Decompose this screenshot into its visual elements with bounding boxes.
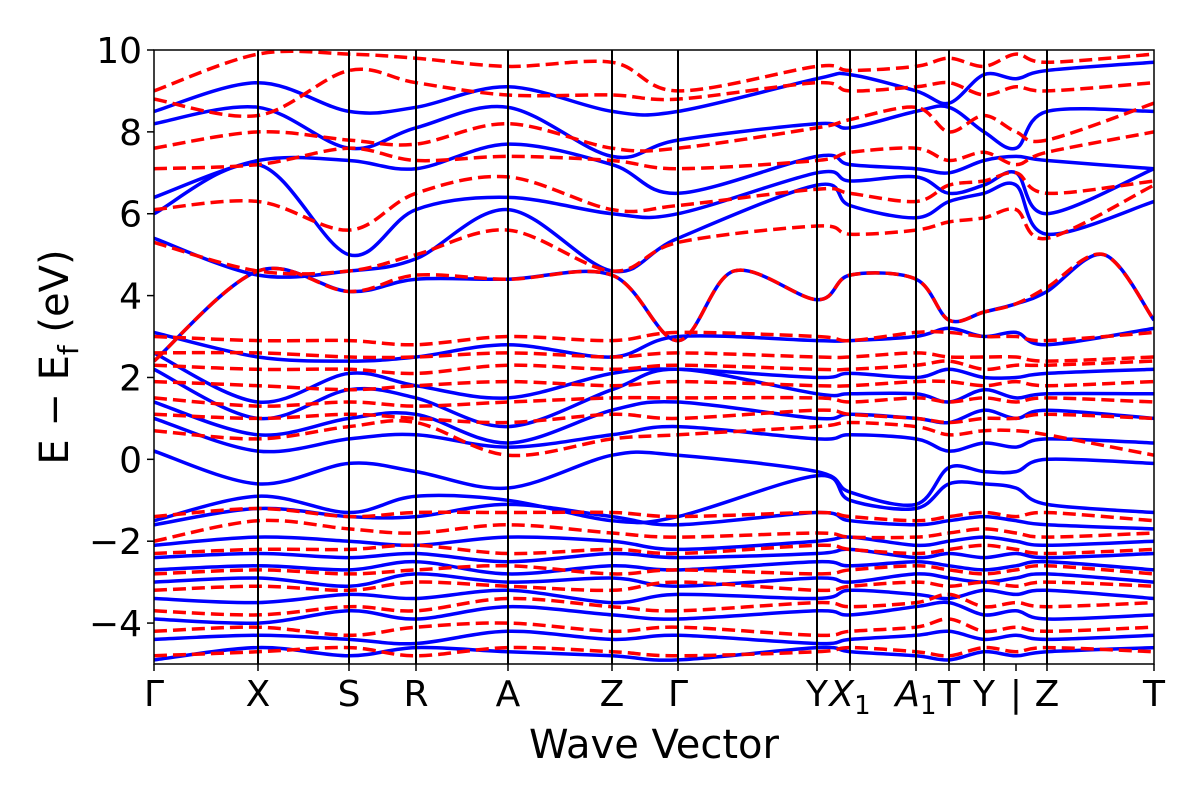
y-tick-label: −2	[89, 522, 142, 563]
band-line-dashed-10	[154, 395, 1154, 408]
band-line-solid-5	[154, 559, 1154, 576]
band-line-solid-9	[154, 473, 1154, 525]
band-line-solid-1	[154, 629, 1154, 646]
bands-layer	[154, 50, 1154, 662]
y-axis-title-main: E − E	[32, 355, 78, 465]
x-tick-label: A	[496, 674, 521, 715]
band-line-dashed-9	[154, 408, 1154, 425]
x-tick-label: R	[403, 674, 428, 715]
y-axis-title-subscript: f	[52, 344, 85, 355]
y-tick-label: 10	[96, 31, 142, 72]
band-line-dashed-16	[154, 183, 1154, 276]
band-line-dashed-5	[154, 543, 1154, 556]
y-tick-label: 4	[119, 277, 142, 318]
band-line-dashed-20	[154, 67, 1154, 119]
band-line-dashed-0	[154, 645, 1154, 658]
plot-frame	[153, 49, 1155, 665]
x-tick-label: S	[338, 674, 361, 715]
band-line-solid-3	[154, 588, 1154, 605]
y-tick-label: 6	[119, 195, 142, 236]
x-tick-label: A1	[893, 674, 936, 721]
band-line-dashed-13	[154, 350, 1154, 363]
x-tick-label: |	[1010, 674, 1022, 715]
y-axis: −4 −2 0 2 4 6 8 10	[89, 31, 154, 645]
y-axis-title-unit: (eV)	[32, 249, 78, 345]
band-line-solid-19	[154, 142, 1154, 200]
kpoint-lines	[257, 50, 1048, 664]
x-tick-label: Γ	[668, 674, 688, 715]
band-line-dashed-19	[154, 101, 1154, 153]
y-axis-title: E − Ef (eV)	[32, 249, 85, 464]
band-line-solid-21	[154, 60, 1154, 117]
band-line-dashed-11	[154, 379, 1154, 392]
x-axis-title: Wave Vector	[529, 722, 780, 768]
band-line-solid-10	[154, 449, 1154, 507]
band-line-dashed-8	[154, 419, 1154, 458]
x-tick-label: Γ	[144, 674, 164, 715]
band-line-dashed-21	[154, 50, 1154, 93]
x-tick-label: Z	[600, 674, 625, 715]
x-tick-label: Z	[1035, 674, 1060, 715]
band-line-dashed-12	[154, 359, 1154, 376]
band-line-solid-15	[154, 326, 1154, 363]
band-line-dashed-18	[154, 130, 1154, 171]
x-tick-label: T	[1142, 674, 1166, 715]
band-line-solid-6	[154, 547, 1154, 564]
x-tick-label: Y	[972, 674, 996, 715]
band-line-solid-12	[154, 399, 1154, 445]
band-line-dashed-3	[154, 580, 1154, 593]
y-tick-label: 8	[119, 113, 142, 154]
x-axis: Γ X S R A Z Γ Y X1 A1 T Y | Z T	[144, 664, 1166, 721]
band-line-solid-11	[154, 416, 1154, 454]
band-line-solid-7	[154, 535, 1154, 552]
x-tick-label: X1	[827, 674, 870, 721]
band-line-dashed-1	[154, 617, 1154, 638]
x-tick-label: Y	[805, 674, 829, 715]
band-line-dashed-2	[154, 592, 1154, 617]
x-tick-label: X	[246, 674, 271, 715]
band-line-solid-4	[154, 572, 1154, 588]
band-line-solid-2	[154, 600, 1154, 626]
band-line-dashed-4	[154, 563, 1154, 576]
y-tick-label: 2	[119, 358, 142, 399]
band-line-dashed-7	[154, 506, 1154, 523]
band-line-dashed-14	[154, 329, 1154, 347]
band-line-dashed-17	[154, 170, 1154, 232]
band-line-dashed-15	[154, 252, 1154, 363]
band-line-dashed-6	[154, 518, 1154, 543]
y-tick-label: −4	[89, 604, 142, 645]
series-dashed	[154, 50, 1154, 658]
x-tick-label: T	[937, 674, 961, 715]
y-tick-label: 0	[119, 440, 142, 481]
band-line-solid-17	[154, 181, 1154, 279]
